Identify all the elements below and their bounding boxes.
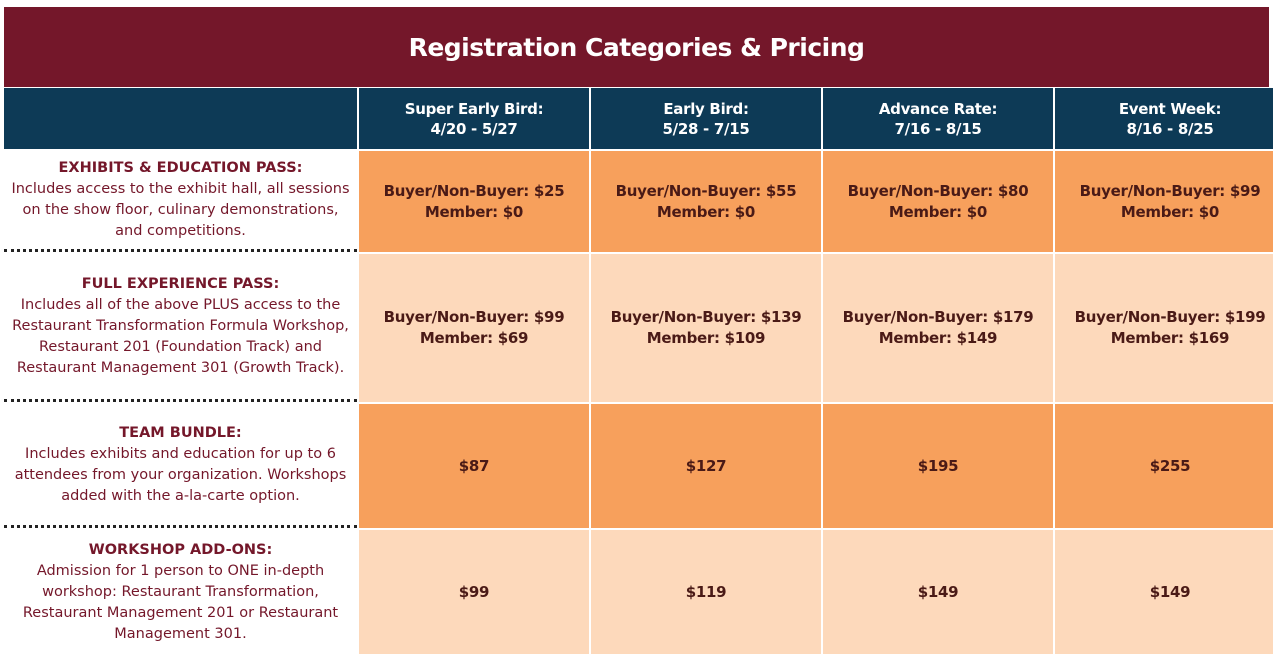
price-line: Buyer/Non-Buyer: $25 [383,181,565,200]
price-cell: Buyer/Non-Buyer: $199 Member: $169 [1055,254,1273,402]
row-label-team-bundle: TEAM BUNDLE: Includes exhibits and educa… [4,404,357,528]
price-cell: $87 [359,404,589,528]
header-name: Advance Rate: [878,99,998,118]
price-cell: Buyer/Non-Buyer: $179 Member: $149 [823,254,1053,402]
header-super-early-bird: Super Early Bird: 4/20 - 5/27 [359,88,589,149]
price-cell: Buyer/Non-Buyer: $55 Member: $0 [591,151,821,252]
pricing-table: Super Early Bird: 4/20 - 5/27 Early Bird… [4,88,1273,654]
price-line: Buyer/Non-Buyer: $199 [1074,308,1266,326]
price-line: Member: $0 [1120,202,1220,221]
header-name: Event Week: [1118,99,1222,118]
row-title: FULL EXPERIENCE PASS: [81,276,280,292]
row-label-full-experience: FULL EXPERIENCE PASS: Includes all of th… [4,254,357,402]
price-line: Member: $0 [656,202,756,221]
price-line: Member: $109 [646,329,766,347]
price-cell: Buyer/Non-Buyer: $139 Member: $109 [591,254,821,402]
price-cell: Buyer/Non-Buyer: $99 Member: $0 [1055,151,1273,252]
price-cell: Buyer/Non-Buyer: $25 Member: $0 [359,151,589,252]
price-line: Member: $149 [878,329,998,347]
row-description: Includes access to the exhibit hall, all… [11,181,350,239]
price-line: $119 [685,582,727,601]
price-line: $149 [917,582,959,601]
price-cell: $149 [823,530,1053,654]
price-line: Member: $0 [424,202,524,221]
header-dates: 5/28 - 7/15 [662,119,750,138]
price-cell: $127 [591,404,821,528]
price-line: Member: $169 [1110,329,1230,347]
header-dates: 8/16 - 8/25 [1126,119,1214,138]
header-name: Early Bird: [663,99,749,118]
row-description: Includes all of the above PLUS access to… [12,297,349,376]
price-cell: Buyer/Non-Buyer: $99 Member: $69 [359,254,589,402]
header-corner [4,88,357,149]
price-line: Buyer/Non-Buyer: $139 [610,308,802,326]
price-line: Buyer/Non-Buyer: $80 [847,181,1029,200]
price-line: Buyer/Non-Buyer: $55 [615,181,797,200]
row-title: WORKSHOP ADD-ONS: [88,541,273,558]
row-label-exhibits-education: EXHIBITS & EDUCATION PASS: Includes acce… [4,151,357,252]
price-cell: $149 [1055,530,1273,654]
header-dates: 7/16 - 8/15 [894,119,982,138]
price-cell: $255 [1055,404,1273,528]
row-title: TEAM BUNDLE: [119,424,242,441]
price-line: $149 [1149,582,1191,601]
row-description: Includes exhibits and education for up t… [14,445,347,504]
price-line: Member: $0 [888,202,988,221]
price-line: Buyer/Non-Buyer: $179 [842,308,1034,326]
header-name: Super Early Bird: [404,99,544,118]
price-line: $127 [685,456,727,475]
header-advance-rate: Advance Rate: 7/16 - 8/15 [823,88,1053,149]
price-line: $99 [458,582,490,601]
row-label-workshop-add-ons: WORKSHOP ADD-ONS: Admission for 1 person… [4,530,357,654]
price-cell: $99 [359,530,589,654]
page-title: Registration Categories & Pricing [4,7,1269,87]
price-line: Member: $69 [419,329,529,347]
price-line: $87 [458,456,490,475]
header-early-bird: Early Bird: 5/28 - 7/15 [591,88,821,149]
price-cell: $119 [591,530,821,654]
price-line: Buyer/Non-Buyer: $99 [1079,181,1261,200]
header-event-week: Event Week: 8/16 - 8/25 [1055,88,1273,149]
row-title: EXHIBITS & EDUCATION PASS: [58,160,303,176]
price-line: $255 [1149,456,1191,475]
price-cell: $195 [823,404,1053,528]
price-cell: Buyer/Non-Buyer: $80 Member: $0 [823,151,1053,252]
row-description: Admission for 1 person to ONE in-depth w… [22,562,339,642]
price-line: $195 [917,456,959,475]
header-dates: 4/20 - 5/27 [430,119,518,138]
price-line: Buyer/Non-Buyer: $99 [383,308,565,326]
